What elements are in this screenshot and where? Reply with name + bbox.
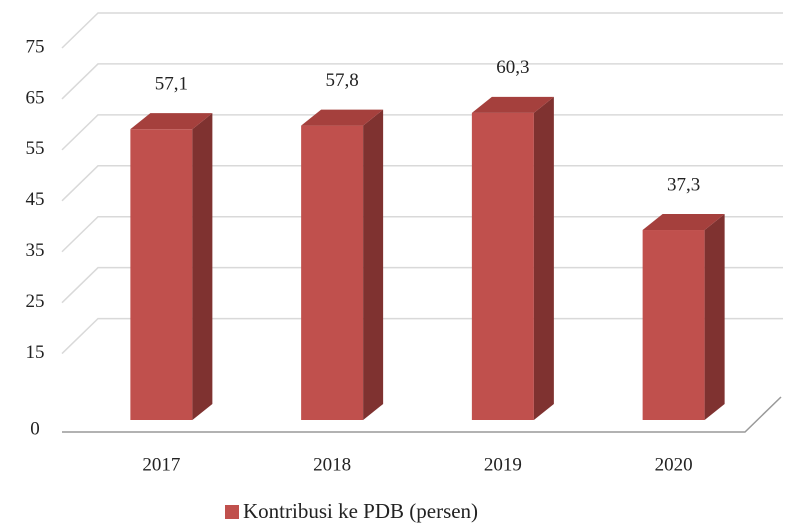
y-tick-label: 75: [26, 36, 45, 57]
x-tick-label: 2018: [313, 454, 351, 475]
x-tick-label: 2019: [484, 454, 522, 475]
bar-top: [301, 109, 384, 126]
grid-line: [61, 165, 783, 202]
bar: [301, 125, 364, 420]
legend-label: Kontribusi ke PDB (persen): [243, 499, 478, 523]
bar-top: [642, 214, 725, 231]
bar-side: [363, 109, 384, 420]
x-tick-label: 2017: [142, 454, 180, 475]
bar: [130, 129, 193, 421]
y-tick-label: 15: [26, 342, 45, 363]
bar: [642, 230, 705, 420]
y-tick-label: 55: [26, 138, 45, 159]
y-tick-label: 65: [26, 87, 45, 108]
floor: [62, 396, 782, 433]
grid-line: [61, 215, 783, 253]
y-tick-label: 45: [26, 189, 45, 210]
bar-top: [471, 96, 554, 113]
bar-side: [533, 96, 554, 420]
y-tick-label: 0: [30, 418, 40, 439]
y-tick-label: 25: [26, 291, 45, 312]
bar-top: [130, 113, 213, 130]
data-label: 60,3: [496, 57, 529, 78]
grid-line: [61, 12, 783, 49]
data-label: 57,8: [326, 70, 359, 91]
data-label: 37,3: [667, 174, 700, 195]
grid-line: [61, 63, 783, 100]
bar: [471, 112, 534, 420]
legend-swatch: [225, 505, 239, 519]
bar-side: [192, 113, 213, 421]
data-label: 57,1: [155, 74, 188, 95]
grid-line: [61, 114, 783, 151]
x-tick-label: 2020: [655, 454, 693, 475]
y-tick-label: 35: [26, 240, 45, 261]
bar-side: [704, 214, 725, 420]
grid-line: [61, 266, 783, 304]
grid-line: [61, 317, 783, 355]
